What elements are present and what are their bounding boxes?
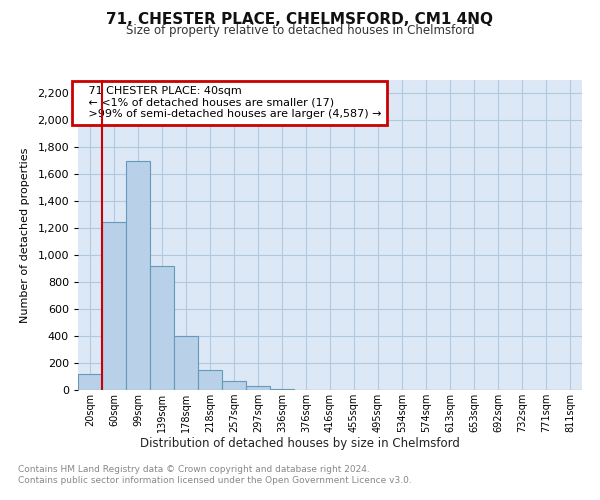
Text: Distribution of detached houses by size in Chelmsford: Distribution of detached houses by size … <box>140 438 460 450</box>
Bar <box>78 374 102 390</box>
Text: Contains HM Land Registry data © Crown copyright and database right 2024.: Contains HM Land Registry data © Crown c… <box>18 465 370 474</box>
Bar <box>174 336 198 390</box>
Text: 71 CHESTER PLACE: 40sqm
   ← <1% of detached houses are smaller (17)
   >99% of : 71 CHESTER PLACE: 40sqm ← <1% of detache… <box>78 86 382 120</box>
Bar <box>150 266 174 390</box>
Y-axis label: Number of detached properties: Number of detached properties <box>20 148 30 322</box>
Bar <box>198 370 222 390</box>
Bar <box>246 386 270 390</box>
Text: Contains public sector information licensed under the Open Government Licence v3: Contains public sector information licen… <box>18 476 412 485</box>
Bar <box>270 388 294 390</box>
Bar <box>222 380 246 390</box>
Bar <box>126 161 150 390</box>
Text: 71, CHESTER PLACE, CHELMSFORD, CM1 4NQ: 71, CHESTER PLACE, CHELMSFORD, CM1 4NQ <box>107 12 493 28</box>
Bar <box>102 222 126 390</box>
Text: Size of property relative to detached houses in Chelmsford: Size of property relative to detached ho… <box>125 24 475 37</box>
